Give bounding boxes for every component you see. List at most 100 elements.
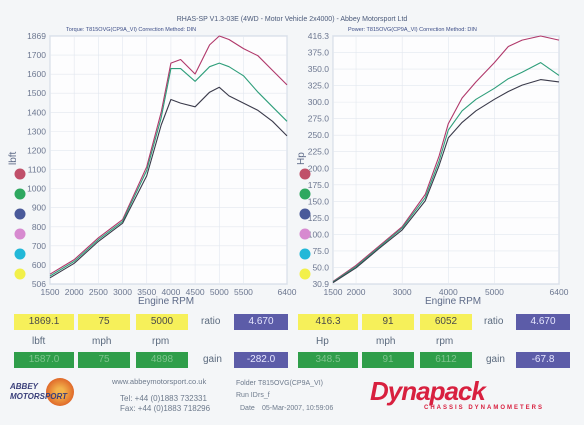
- right-legend-dots: [299, 168, 311, 280]
- right-legend-dot: [299, 188, 311, 200]
- left-y-tick-label: 1300: [27, 126, 46, 136]
- left-legend-dot: [14, 168, 26, 180]
- left-baseline-rpm: 4898: [136, 352, 188, 368]
- left-x-tick-label: 3000: [113, 287, 132, 297]
- right-y-tick-label: 325.0: [308, 81, 330, 91]
- right-peak-power: 416.3: [298, 314, 358, 330]
- right-legend-dot: [299, 268, 311, 280]
- right-chart-frame: [332, 35, 560, 285]
- left-ratio-value: 4.670: [234, 314, 288, 330]
- website-link[interactable]: www.abbeymotorsport.co.uk: [112, 377, 207, 386]
- left-unit-mph: mph: [92, 336, 112, 347]
- right-series-line-1: [332, 62, 560, 283]
- left-series-line-2: [49, 86, 288, 279]
- right-unit-mph: mph: [376, 336, 396, 347]
- left-y-tick-label: 1600: [27, 69, 46, 79]
- left-y-tick-label: 1200: [27, 145, 46, 155]
- left-y-axis-label: lbft: [8, 151, 19, 165]
- left-x-tick-label: 1500: [41, 287, 60, 297]
- right-panel-title: Power: T815OVG(CP9A_VI) Correction Metho…: [348, 27, 477, 33]
- right-y-tick-label: 175.0: [308, 180, 330, 190]
- right-series-line-2: [332, 79, 560, 284]
- right-baseline-rpm: 6112: [420, 352, 472, 368]
- left-peak-rpm: 5000: [136, 314, 188, 330]
- right-ratio-value: 4.670: [516, 314, 570, 330]
- left-y-tick-label: 1100: [28, 165, 47, 175]
- folder-value: T815OVG(CP9A_VI): [258, 380, 323, 387]
- right-peak-rpm: 6052: [420, 314, 472, 330]
- left-y-tick-label: 506: [32, 279, 46, 289]
- left-x-tick-label: 3500: [137, 287, 156, 297]
- left-y-tick-label: 600: [32, 260, 46, 270]
- right-y-tick-label: 75.0: [312, 246, 329, 256]
- left-legend-dot: [14, 188, 26, 200]
- right-x-ticks: 1500 2000 3000 4000 5000 6400: [324, 287, 569, 297]
- left-x-tick-label: 5500: [234, 287, 253, 297]
- left-baseline-torque: 1587.0: [14, 352, 74, 368]
- left-legend-dots: [14, 168, 26, 280]
- left-gain-label: gain: [203, 354, 222, 365]
- left-grid: [49, 35, 288, 285]
- abbey-logo: ABBEY MOTORSPORT: [10, 378, 90, 412]
- right-baseline-power: 348.5: [298, 352, 358, 368]
- left-y-tick-label: 700: [32, 241, 46, 251]
- left-legend-dot: [14, 268, 26, 280]
- right-y-tick-label: 50.0: [312, 262, 329, 272]
- date-value: 05-Mar-2007, 10:59:06: [262, 405, 334, 412]
- right-x-tick-label: 2000: [347, 287, 366, 297]
- left-peak-torque: 1869.1: [14, 314, 74, 330]
- right-y-tick-label: 100.0: [308, 229, 330, 239]
- right-legend-dot: [299, 248, 311, 260]
- right-x-tick-label: 1500: [324, 287, 343, 297]
- left-panel-title: Torque: T815OVG(CP9A_VI) Correction Meth…: [66, 27, 197, 33]
- left-gain-value: -282.0: [234, 352, 288, 368]
- right-grid: [332, 35, 560, 285]
- right-y-tick-label: 375.0: [308, 48, 330, 58]
- right-x-tick-label: 5000: [485, 287, 504, 297]
- right-y-tick-label: 350.0: [308, 64, 330, 74]
- right-x-tick-label: 6400: [550, 287, 569, 297]
- right-y-ticks: 416.3 375.0 350.0 325.0 300.0 275.0 250.0 225.0…: [308, 31, 330, 289]
- right-y-tick-label: 416.3: [308, 31, 330, 41]
- left-unit-lbft: lbft: [32, 336, 46, 347]
- right-y-tick-label: 275.0: [308, 114, 330, 124]
- right-legend-dot: [299, 228, 311, 240]
- left-y-tick-label: 1869: [27, 31, 46, 41]
- right-x-tick-label: 4000: [439, 287, 458, 297]
- run-id-label: Run ID: [236, 392, 258, 399]
- left-x-axis-label: Engine RPM: [138, 296, 194, 307]
- folder-label: Folder: [236, 380, 256, 387]
- header-title: RHAS-SP V1.3-03E (4WD - Motor Vehicle 2x…: [176, 16, 408, 23]
- left-legend-dot: [14, 208, 26, 220]
- right-gain-value: -67.8: [516, 352, 570, 368]
- tel-text: Tel: +44 (0)1883 732331: [120, 394, 207, 403]
- left-ratio-label: ratio: [201, 316, 221, 327]
- left-y-tick-label: 1700: [27, 50, 46, 60]
- date-label: Date: [240, 405, 255, 412]
- left-series-line-0: [49, 35, 288, 275]
- right-baseline-mph: 91: [362, 352, 414, 368]
- run-id-value: rs_f: [258, 392, 270, 399]
- left-x-tick-label: 2000: [65, 287, 84, 297]
- right-power-lines: [332, 35, 560, 284]
- fax-text: Fax: +44 (0)1883 718296: [120, 404, 211, 413]
- dynapack-logo: Dynapack CHASSIS DYNAMOMETERS: [370, 377, 570, 413]
- left-x-tick-label: 2500: [89, 287, 108, 297]
- left-y-tick-label: 800: [32, 222, 46, 232]
- left-x-tick-label: 4500: [186, 287, 205, 297]
- left-torque-lines: [49, 35, 288, 279]
- dynapack-subtitle: CHASSIS DYNAMOMETERS: [424, 405, 545, 411]
- right-x-tick-label: 3000: [393, 287, 412, 297]
- left-peak-mph: 75: [78, 314, 130, 330]
- left-x-ticks: 1500 2000 2500 3000 3500 4000 4500 5000 5500 6400: [41, 287, 297, 297]
- left-legend-dot: [14, 228, 26, 240]
- right-series-line-0: [332, 35, 560, 282]
- right-gain-label: gain: [486, 354, 505, 365]
- left-y-tick-label: 1500: [27, 88, 46, 98]
- left-x-tick-label: 6400: [278, 287, 297, 297]
- right-unit-hp: Hp: [316, 336, 329, 347]
- abbey-logo-text: ABBEY MOTORSPORT: [10, 382, 68, 401]
- right-ratio-label: ratio: [484, 316, 504, 327]
- right-x-axis-label: Engine RPM: [425, 296, 481, 307]
